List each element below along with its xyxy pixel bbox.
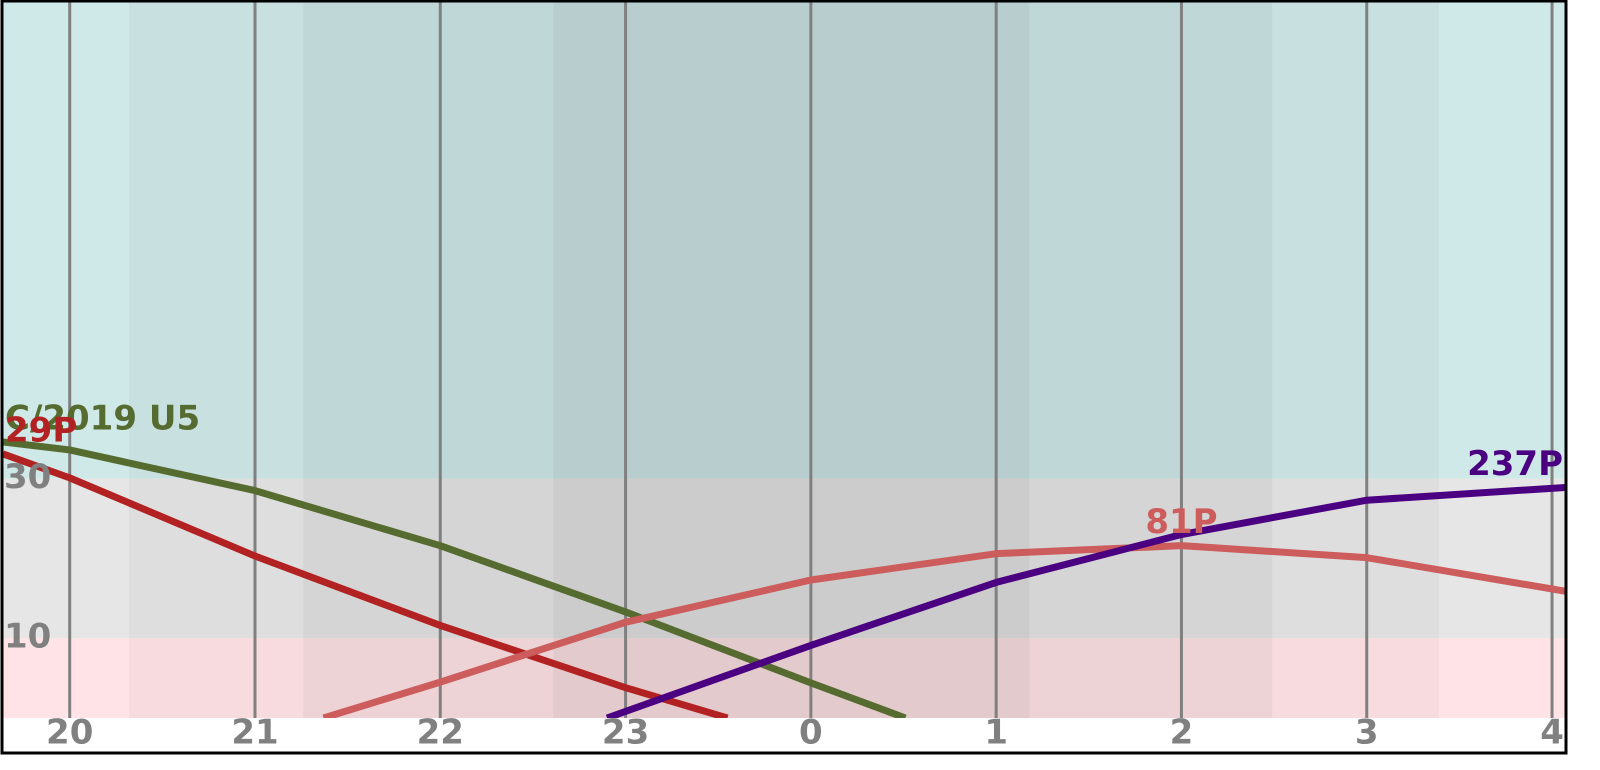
twilight-band [1272, 0, 1439, 718]
frame [0, 0, 1568, 755]
x-tick-label: 22 [417, 713, 464, 753]
twilight-band [303, 2, 554, 718]
altitude-line [3, 450, 729, 718]
twilight-band [1029, 2, 1273, 718]
altitude-zone [3, 2, 1565, 479]
lines [3, 438, 1565, 718]
x-tick-label: 23 [602, 713, 649, 753]
altitude-line [605, 483, 1565, 718]
series-label: C/2019 U5 [5, 398, 200, 438]
y-tick-label: 10 [4, 617, 51, 657]
x-tick-label: 2 [1170, 713, 1194, 753]
x-tick-label: 21 [231, 713, 278, 753]
x-tick-label: 20 [46, 713, 93, 753]
x-tick-label: 4 [1540, 713, 1564, 753]
x-tick-label: 3 [1355, 713, 1379, 753]
x-tick-label: 1 [984, 713, 1008, 753]
x-tick-label: 0 [799, 713, 823, 753]
twilight-band [129, 0, 303, 718]
altitude-line [322, 542, 1565, 718]
series-label: 29P [5, 410, 77, 450]
background [3, 0, 1565, 718]
altitude-line [3, 438, 907, 718]
series-label: 237P [1467, 444, 1563, 484]
series-label: 81P [1145, 502, 1217, 542]
y-tick-label: 30 [4, 457, 51, 497]
grid [68, 2, 1554, 718]
